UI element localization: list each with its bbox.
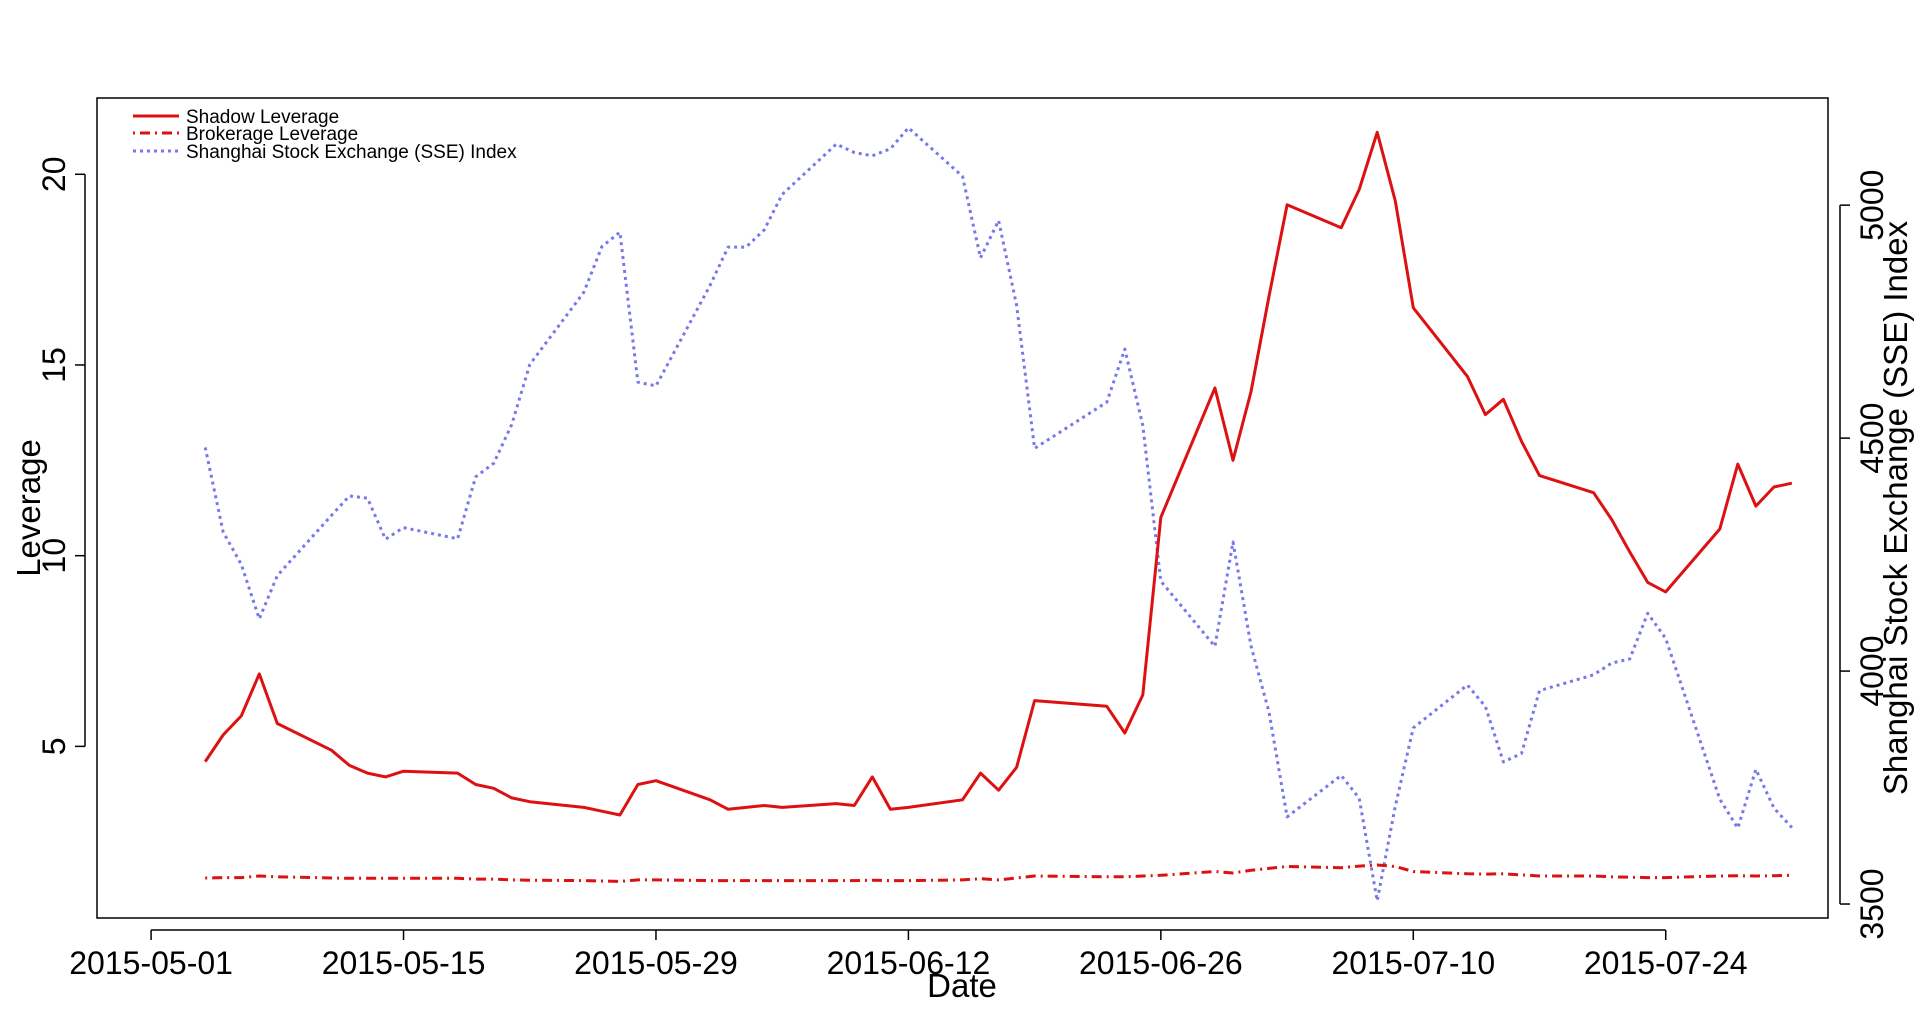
series-layer	[203, 126, 1794, 903]
legend-label-sse-index: Shanghai Stock Exchange (SSE) Index	[186, 142, 517, 163]
x-tick-label: 2015-07-24	[1584, 945, 1748, 981]
series-sse-index	[203, 126, 1794, 903]
x-axis-title: Date	[927, 967, 997, 1004]
legend: Shadow Leverage Brokerage Leverage Shang…	[133, 107, 517, 163]
x-tick-label: 2015-05-29	[574, 945, 738, 981]
y-tick-label-right: 5000	[1854, 170, 1890, 241]
legend-label-shadow-leverage: Shadow Leverage	[186, 107, 339, 128]
y-tick-label-right: 4500	[1854, 403, 1890, 474]
y-axis-right: 3500 4000 4500 5000	[1839, 170, 1890, 940]
y-tick-label-right: 4000	[1854, 635, 1890, 706]
x-tick-label: 2015-07-10	[1331, 945, 1495, 981]
x-tick-label: 2015-06-12	[827, 945, 991, 981]
plot-frame	[96, 97, 1829, 919]
x-axis: 2015-05-01 2015-05-15 2015-05-29 2015-06-12…	[69, 929, 1748, 981]
x-tick-label: 2015-05-01	[69, 945, 233, 981]
y-axis-left: 5 10 15 20	[36, 156, 86, 755]
legend-label-brokerage-leverage: Brokerage Leverage	[186, 124, 358, 145]
series-shadow-leverage	[203, 130, 1793, 817]
y-axis-title-right: Shanghai Stock Exchange (SSE) Index	[1877, 220, 1914, 795]
x-tick-label: 2015-05-15	[322, 945, 486, 981]
y-tick-label-left: 10	[36, 538, 72, 574]
y-tick-label-left: 5	[36, 737, 72, 755]
y-tick-label-left: 20	[36, 156, 72, 192]
x-tick-label: 2015-06-26	[1079, 945, 1243, 981]
series-brokerage-leverage	[205, 863, 1792, 883]
y-tick-label-right: 3500	[1854, 868, 1890, 939]
y-tick-label-left: 15	[36, 347, 72, 383]
y-axis-title-left: Leverage	[10, 439, 47, 577]
